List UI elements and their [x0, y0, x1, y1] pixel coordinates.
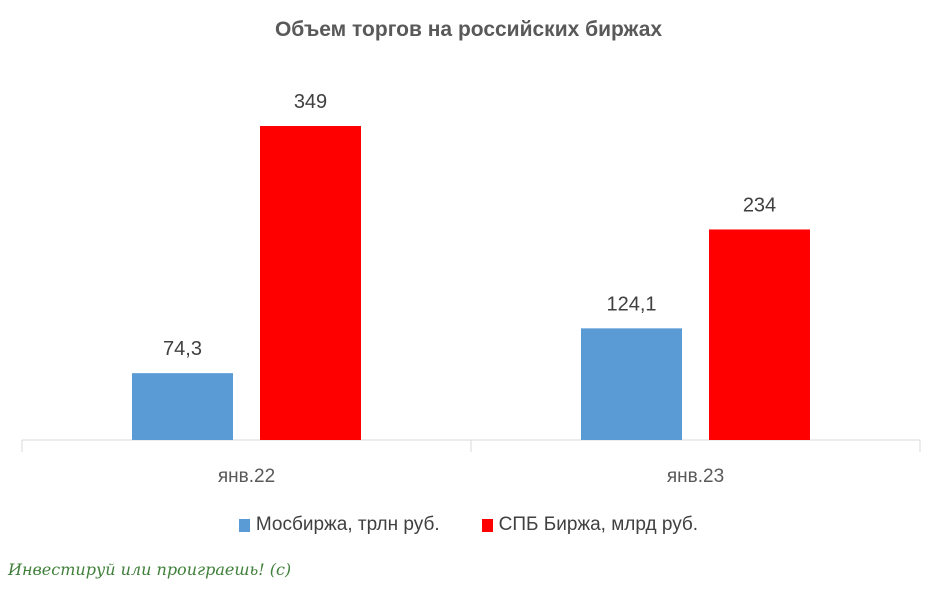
x-tick-label: янв.23 [667, 466, 724, 487]
data-label: 124,1 [606, 293, 656, 315]
bar [260, 126, 361, 440]
bar [709, 229, 810, 440]
legend-label: СПБ Биржа, млрд руб. [498, 514, 699, 535]
x-tick-label: янв.22 [218, 466, 275, 487]
data-label: 74,3 [163, 338, 202, 360]
legend-swatch [481, 518, 493, 532]
chart-title: Объем торгов на российских биржах [274, 18, 663, 41]
legend-swatch [238, 518, 250, 532]
bar [581, 328, 682, 440]
legend-item-spb: СПБ Биржа, млрд руб. [481, 514, 699, 536]
bar [132, 373, 233, 440]
legend-label: Мосбиржа, трлн руб. [255, 514, 440, 535]
legend-item-mosbirzha: Мосбиржа, трлн руб. [238, 514, 440, 536]
data-label: 234 [743, 194, 776, 216]
data-label: 349 [294, 91, 327, 113]
legend: Мосбиржа, трлн руб. СПБ Биржа, млрд руб. [0, 514, 937, 536]
watermark: Инвестируй или проиграешь! (с) [8, 560, 292, 579]
